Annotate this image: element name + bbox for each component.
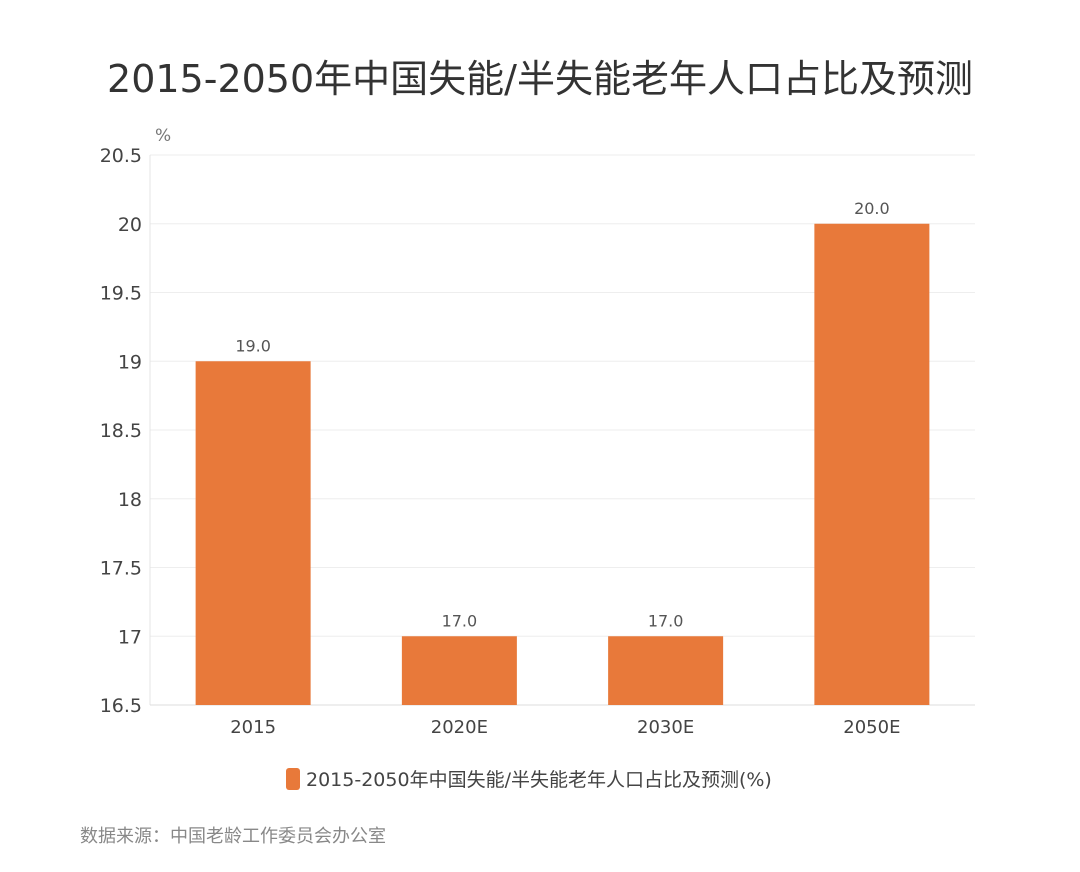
y-tick-label: 20 bbox=[118, 214, 142, 236]
source-note: 数据来源：中国老龄工作委员会办公室 bbox=[80, 826, 386, 847]
y-tick-label: 20.5 bbox=[100, 145, 142, 167]
y-tick-label: 18.5 bbox=[100, 420, 142, 442]
x-tick-label: 2020E bbox=[431, 717, 488, 738]
bar bbox=[608, 636, 724, 705]
data-label: 20.0 bbox=[854, 199, 890, 218]
bar bbox=[814, 223, 930, 705]
y-tick-label: 17 bbox=[118, 626, 142, 648]
legend-label: 2015-2050年中国失能/半失能老年人口占比及预测(%) bbox=[306, 769, 772, 791]
x-tick-label: 2015 bbox=[230, 717, 276, 738]
y-tick-label: 19.5 bbox=[100, 283, 142, 305]
data-label: 17.0 bbox=[442, 611, 478, 630]
x-tick-label: 2050E bbox=[843, 717, 900, 738]
bar bbox=[195, 361, 311, 705]
legend-swatch bbox=[286, 768, 300, 790]
x-tick-label: 2030E bbox=[637, 717, 694, 738]
data-label: 17.0 bbox=[648, 611, 684, 630]
data-label: 19.0 bbox=[235, 336, 271, 355]
chart-title: 2015-2050年中国失能/半失能老年人口占比及预测 bbox=[107, 57, 973, 101]
bar bbox=[401, 636, 517, 705]
y-tick-label: 16.5 bbox=[100, 695, 142, 717]
y-axis-unit: % bbox=[155, 126, 171, 146]
y-tick-label: 18 bbox=[118, 489, 142, 511]
y-tick-label: 19 bbox=[118, 351, 142, 373]
y-tick-label: 17.5 bbox=[100, 558, 142, 580]
